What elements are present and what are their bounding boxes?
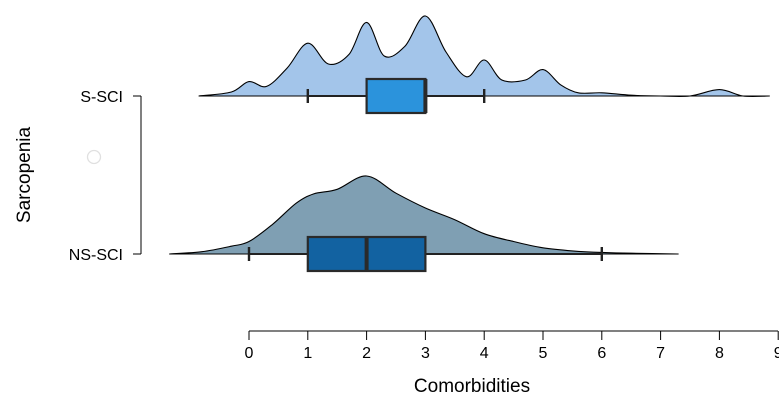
- category-label-s-sci: S-SCI: [80, 89, 123, 106]
- x-axis-title: Comorbidities: [414, 376, 530, 397]
- x-tick-label-4: 4: [480, 345, 489, 362]
- x-tick-label-3: 3: [421, 345, 430, 362]
- box-s-sci: [365, 77, 427, 115]
- x-tick-label-5: 5: [539, 345, 548, 362]
- y-axis-title: Sarcopenia: [14, 127, 35, 224]
- x-tick-label-1: 1: [303, 345, 312, 362]
- y-axis: S-SCI NS-SCI Sarcopenia: [14, 89, 142, 264]
- x-ticks: 0 1 2 3 4 5 6 7 8 9: [245, 331, 779, 362]
- x-tick-label-7: 7: [656, 345, 665, 362]
- density-cloud-s-sci: [198, 15, 770, 98]
- x-tick-label-8: 8: [715, 345, 724, 362]
- x-tick-label-9: 9: [774, 345, 779, 362]
- outlier-point: [86, 149, 102, 165]
- x-tick-label-6: 6: [597, 345, 606, 362]
- x-axis: 0 1 2 3 4 5 6 7 8 9 Comorbidities: [245, 330, 779, 397]
- category-label-ns-sci: NS-SCI: [69, 247, 123, 264]
- density-cloud-ns-sci: [169, 175, 679, 255]
- x-tick-label-0: 0: [245, 345, 254, 362]
- density-layer: [169, 15, 770, 255]
- box-layer: [247, 77, 603, 273]
- x-tick-label-2: 2: [362, 345, 371, 362]
